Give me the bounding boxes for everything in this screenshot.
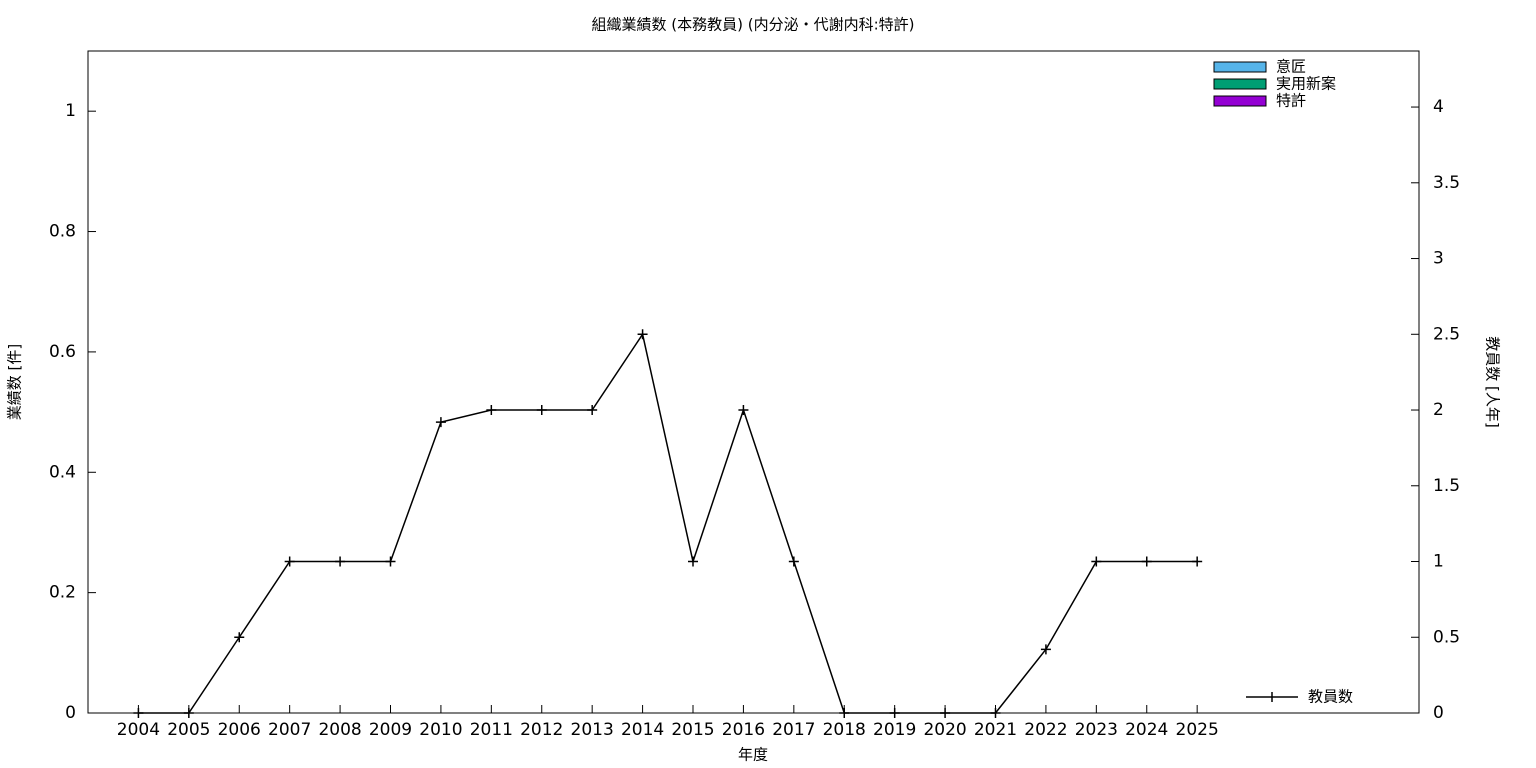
line — [138, 332, 1198, 714]
point — [536, 405, 547, 416]
chart-title: 組織業績数 (本務教員) (内分泌・代謝内科:特許) — [591, 16, 914, 34]
x-tick-label: 2013 — [571, 720, 614, 740]
y-tick-label: 0.8 — [49, 222, 76, 242]
legend-line — [1246, 692, 1298, 702]
y-tick-label: 0.6 — [49, 342, 76, 362]
point — [688, 556, 698, 567]
x-tick-label: 2009 — [369, 720, 412, 740]
x-tick-label: 2005 — [167, 720, 210, 740]
x-tick-label: 2024 — [1125, 720, 1168, 740]
x-axis-label: 年度 — [738, 746, 768, 764]
point — [1141, 556, 1152, 567]
y-tick-label: 0.2 — [49, 583, 76, 603]
x-tick-label: 2007 — [268, 720, 311, 740]
point — [1091, 556, 1102, 567]
x-tick-label: 2017 — [772, 720, 815, 740]
x-tick-label: 2018 — [823, 720, 866, 740]
point — [637, 329, 648, 340]
y2-tick-label: 2 — [1433, 400, 1444, 420]
x-tick-label: 2016 — [722, 720, 765, 740]
legend-swatch — [1213, 95, 1267, 107]
y2-tick-label: 2.5 — [1433, 324, 1460, 344]
y-axis-label: 業績数 [件] — [6, 344, 24, 420]
x-tick-label: 2022 — [1024, 720, 1067, 740]
x-tick-label: 2019 — [873, 720, 916, 740]
x-tick-label: 2025 — [1176, 720, 1219, 740]
y2-tick-label: 4 — [1433, 97, 1444, 117]
x-tick-label: 2010 — [419, 720, 462, 740]
x-tick-label: 2006 — [218, 720, 261, 740]
point — [435, 417, 446, 428]
x-tick-label: 2021 — [974, 720, 1017, 740]
x-tick-label: 2015 — [671, 720, 714, 740]
legend-label: 実用新案 — [1276, 75, 1336, 93]
y-tick-label: 0.4 — [49, 462, 76, 482]
point — [284, 556, 295, 567]
y2-tick-label: 1 — [1433, 552, 1444, 572]
x-tick-label: 2011 — [470, 720, 513, 740]
x-tick-label: 2014 — [621, 720, 664, 740]
point — [133, 708, 144, 718]
y-tick-label: 0 — [65, 703, 76, 723]
y2-tick-label: 0 — [1433, 703, 1444, 723]
x-tick-label: 2012 — [520, 720, 563, 740]
y-tick-label: 1 — [65, 101, 76, 121]
point — [889, 708, 900, 718]
y2-tick-label: 3.5 — [1433, 173, 1460, 193]
legend-label: 特許 — [1276, 92, 1306, 110]
plot-frame — [87, 50, 1420, 714]
legend-swatch — [1213, 61, 1267, 73]
legend-label: 教員数 — [1308, 688, 1353, 706]
y2-tick-label: 0.5 — [1433, 627, 1460, 647]
y2-tick-label: 1.5 — [1433, 476, 1460, 496]
legend-label: 意匠 — [1276, 58, 1306, 76]
y2-tick-label: 3 — [1433, 249, 1444, 269]
point — [1192, 556, 1203, 567]
point — [940, 708, 951, 718]
point — [990, 708, 1001, 718]
point — [839, 708, 850, 718]
legend-swatch — [1213, 78, 1267, 90]
y2-axis-label: 教員数 [人年] — [1484, 336, 1502, 427]
point — [234, 632, 245, 643]
point — [587, 405, 598, 416]
point — [788, 556, 799, 567]
point — [1040, 644, 1051, 655]
x-tick-label: 2004 — [117, 720, 160, 740]
x-tick-label: 2023 — [1075, 720, 1118, 740]
point — [183, 708, 194, 718]
x-tick-label: 2008 — [318, 720, 361, 740]
point — [385, 556, 396, 567]
point — [486, 405, 497, 416]
point — [738, 405, 749, 416]
x-tick-label: 2020 — [923, 720, 966, 740]
point — [335, 556, 346, 567]
